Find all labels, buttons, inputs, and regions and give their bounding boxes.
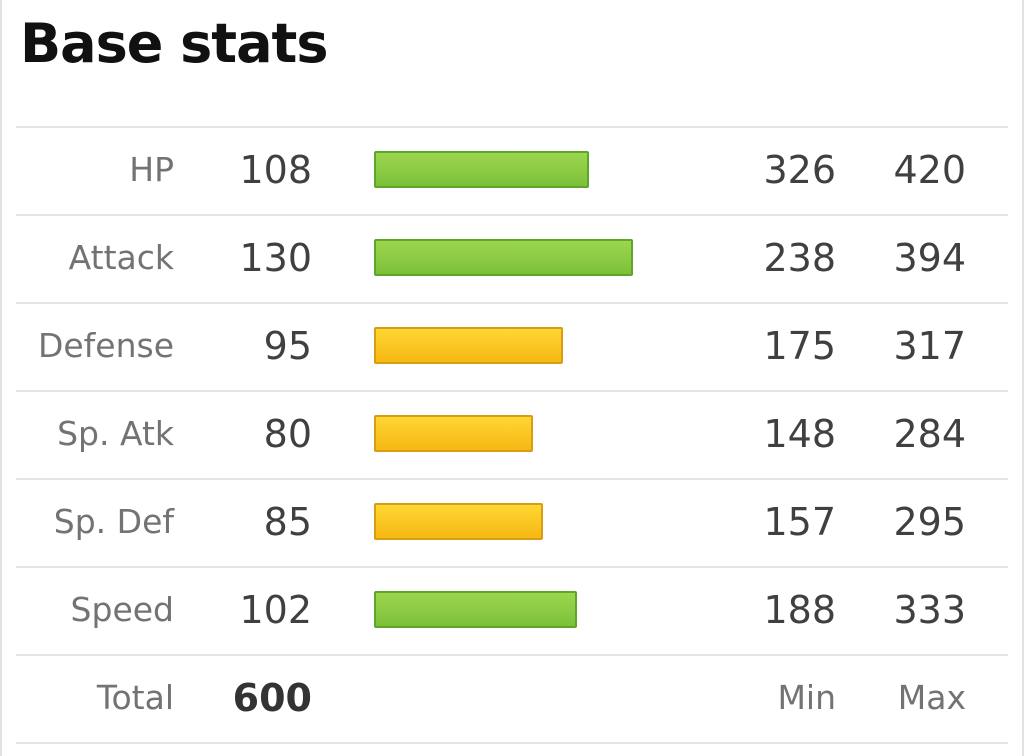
stat-min: 238 — [763, 236, 836, 280]
stat-value: 130 — [239, 236, 312, 280]
stat-bar — [374, 327, 563, 364]
min-column-header: Min — [777, 678, 836, 717]
stat-bar-track — [374, 415, 754, 455]
stat-row-sp-def: Sp. Def 85 157 295 — [16, 480, 1008, 568]
stat-label: HP — [129, 150, 174, 189]
stat-bar — [374, 239, 633, 276]
stat-bar-track — [374, 503, 754, 543]
stat-max: 394 — [893, 236, 966, 280]
stat-max: 420 — [893, 148, 966, 192]
stat-bar-track — [374, 239, 754, 279]
stats-table: HP 108 326 420 Attack 130 238 394 Defens… — [16, 126, 1008, 744]
stat-label: Defense — [37, 326, 174, 365]
stat-max: 333 — [893, 588, 966, 632]
stat-min: 148 — [763, 412, 836, 456]
stat-bar-track — [374, 591, 754, 631]
stat-value: 108 — [239, 148, 312, 192]
stat-bar — [374, 415, 533, 452]
stat-label: Sp. Def — [53, 502, 174, 541]
stat-value: 85 — [263, 500, 312, 544]
stat-label: Speed — [70, 590, 174, 629]
stat-value: 102 — [239, 588, 312, 632]
stat-max: 317 — [893, 324, 966, 368]
stat-min: 157 — [763, 500, 836, 544]
stat-row-hp: HP 108 326 420 — [16, 128, 1008, 216]
stat-row-total: Total 600 Min Max — [16, 656, 1008, 744]
stat-label: Attack — [68, 238, 174, 277]
stat-min: 188 — [763, 588, 836, 632]
max-column-header: Max — [897, 678, 966, 717]
stat-bar — [374, 151, 589, 188]
stat-bar — [374, 591, 577, 628]
stat-row-defense: Defense 95 175 317 — [16, 304, 1008, 392]
stat-row-speed: Speed 102 188 333 — [16, 568, 1008, 656]
stat-label: Sp. Atk — [57, 414, 174, 453]
stat-bar — [374, 503, 543, 540]
stat-min: 175 — [763, 324, 836, 368]
stat-row-attack: Attack 130 238 394 — [16, 216, 1008, 304]
stat-min: 326 — [763, 148, 836, 192]
stat-bar-track — [374, 151, 754, 191]
stat-max: 295 — [893, 500, 966, 544]
stat-max: 284 — [893, 412, 966, 456]
stat-value: 80 — [263, 412, 312, 456]
total-label: Total — [96, 678, 174, 717]
stat-row-sp-atk: Sp. Atk 80 148 284 — [16, 392, 1008, 480]
page-title: Base stats — [20, 12, 329, 75]
stat-bar-track — [374, 327, 754, 367]
stat-value: 95 — [263, 324, 312, 368]
total-value: 600 — [232, 676, 312, 720]
